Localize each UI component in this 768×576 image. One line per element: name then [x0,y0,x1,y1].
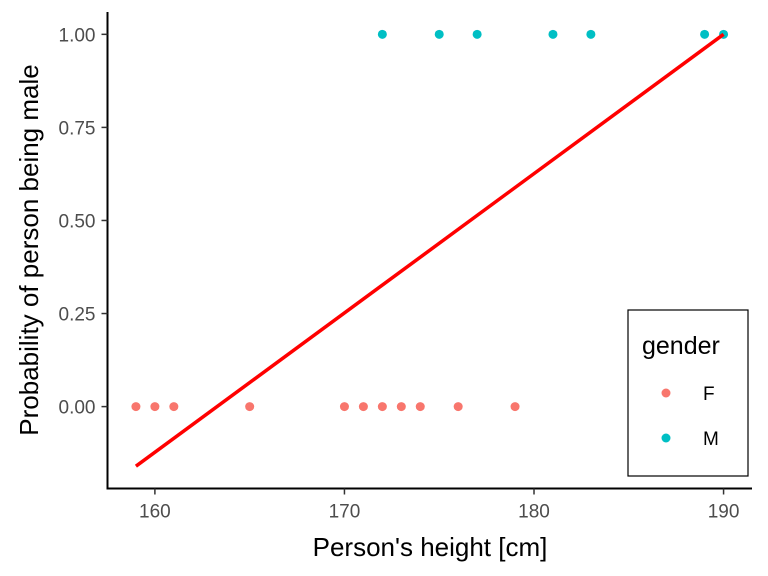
point-m [586,29,596,39]
point-m [700,29,710,39]
point-f [150,402,160,412]
legend-swatch-f [661,388,671,398]
x-tick-label: 190 [708,502,740,523]
point-f [131,402,141,412]
legend-box [627,309,749,477]
regression-line [134,32,725,468]
point-f [415,402,425,412]
point-f [339,402,349,412]
point-f [396,402,406,412]
y-axis-title: Probability of person being male [14,64,44,435]
point-f [510,402,520,412]
point-m [548,29,558,39]
point-f [169,402,179,412]
y-tick-label: 0.00 [59,398,96,419]
y-tick-label: 0.25 [59,305,96,326]
point-f [245,402,255,412]
x-tick-label: 160 [139,502,171,523]
plot-area [131,29,729,468]
x-axis-title: Person's height [cm] [313,532,548,562]
point-f [377,402,387,412]
legend: gender F M [627,309,749,477]
ticks: 160 170 180 190 0.00 0.25 0.50 0.75 1.00 [59,25,740,522]
y-tick-label: 1.00 [59,25,96,46]
point-m [377,29,387,39]
legend-label-f: F [703,384,715,405]
legend-swatch-m [661,433,671,443]
y-tick-label: 0.50 [59,211,96,232]
point-f [358,402,368,412]
y-tick-label: 0.75 [59,118,96,139]
point-f [453,402,463,412]
legend-title: gender [642,332,720,360]
x-tick-label: 170 [329,502,361,523]
point-m [472,29,482,39]
point-m [434,29,444,39]
legend-label-m: M [703,429,719,450]
axes [106,12,752,490]
x-tick-label: 180 [518,502,550,523]
